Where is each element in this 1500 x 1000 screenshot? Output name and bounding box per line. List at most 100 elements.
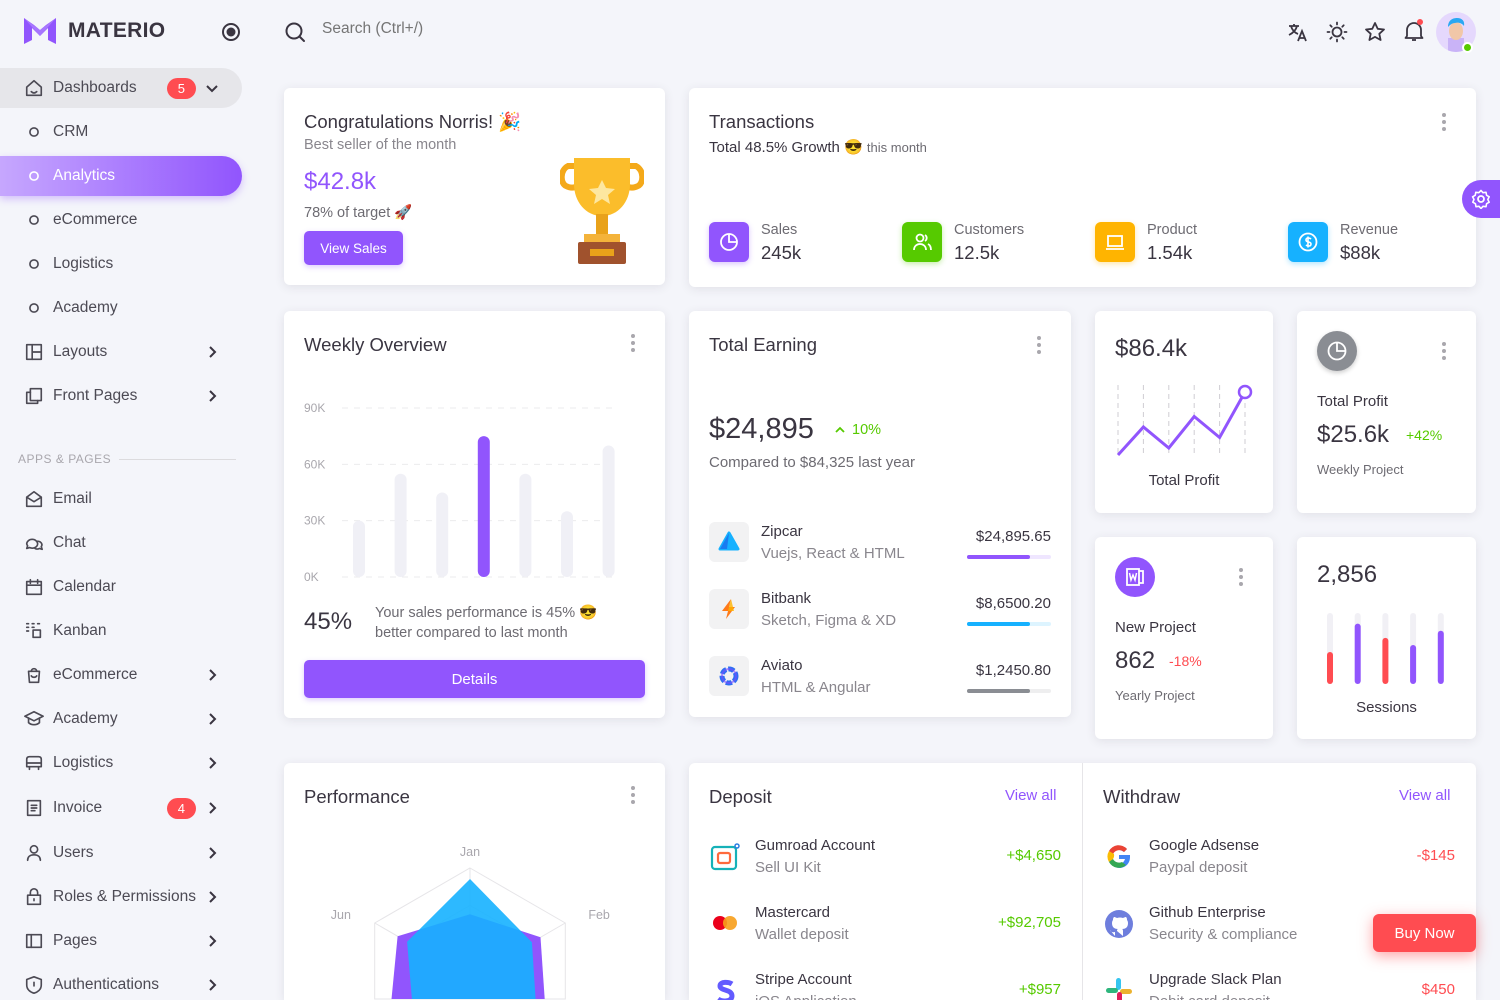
pie-chart-icon: [1317, 331, 1357, 371]
slack-logo-icon: [1103, 975, 1135, 1000]
count-badge: 5: [166, 77, 196, 99]
logo[interactable]: MATERIO: [24, 18, 165, 44]
lock-icon: [24, 887, 44, 907]
performance-menu-button[interactable]: [625, 783, 641, 807]
sidebar-item-pages[interactable]: Pages: [0, 921, 242, 961]
count-badge: 4: [166, 797, 196, 819]
total-profit-title: Total Profit: [1317, 393, 1388, 410]
gear-icon: [1471, 189, 1490, 209]
deposit-row: Mastercard Wallet deposit +$92,705: [709, 902, 1061, 948]
google-logo-icon: [1103, 841, 1135, 873]
sidebar-item-logistics[interactable]: Logistics: [0, 244, 242, 284]
chevron-right-icon: [204, 889, 224, 905]
sidebar-item-invoice[interactable]: Invoice 4: [0, 788, 242, 828]
sidebar-item-roles-permissions[interactable]: Roles & Permissions: [0, 877, 242, 917]
sidebar-item-academy[interactable]: Academy: [0, 699, 242, 739]
row-subtitle: Vuejs, React & HTML: [761, 545, 905, 562]
online-status-dot: [1462, 42, 1473, 53]
sidebar-item-academy[interactable]: Academy: [0, 288, 242, 328]
total-profit-menu-button[interactable]: [1436, 339, 1452, 363]
row-title: Gumroad Account: [755, 837, 876, 854]
chevron-right-icon: [204, 977, 224, 993]
bar: [561, 511, 573, 577]
bar: [353, 520, 365, 577]
row-amount: $1,2450.80: [975, 662, 1051, 679]
details-button[interactable]: Details: [304, 660, 645, 698]
search-icon[interactable]: [284, 21, 306, 43]
translate-icon[interactable]: [1287, 21, 1309, 43]
stat-product: Product 1.54k: [1095, 222, 1197, 264]
sidebar-item-ecommerce[interactable]: eCommerce: [0, 655, 242, 695]
stat-customers: Customers 12.5k: [902, 222, 1024, 264]
view-sales-button[interactable]: View Sales: [304, 231, 403, 265]
sidebar-item-crm[interactable]: CRM: [0, 112, 242, 152]
search-input[interactable]: [322, 20, 622, 38]
row-amount: $8,6500.20: [975, 595, 1051, 612]
sidebar-item-chat[interactable]: Chat: [0, 523, 242, 563]
sidebar-item-front-pages[interactable]: Front Pages: [0, 376, 242, 416]
sidebar-item-label: eCommerce: [53, 211, 138, 228]
withdraw-view-all-link[interactable]: View all: [1399, 787, 1451, 804]
sidebar-item-label: Analytics: [53, 167, 116, 184]
deposit-row: Stripe Account iOS Application +$957: [709, 969, 1061, 1000]
star-icon[interactable]: [1364, 21, 1386, 43]
total-earning-card: Total Earning $24,895 10% Compared to $8…: [689, 311, 1071, 717]
stripe-logo-icon: [709, 975, 741, 1000]
bar: [1437, 630, 1444, 684]
sidebar-item-logistics[interactable]: Logistics: [0, 743, 242, 783]
new-project-menu-button[interactable]: [1233, 565, 1249, 589]
mastercard-logo-icon: [709, 908, 741, 940]
kanban-icon: [24, 621, 44, 641]
circle-icon: [24, 166, 44, 186]
sidebar-item-analytics[interactable]: Analytics: [0, 156, 242, 196]
transactions-menu-button[interactable]: [1436, 110, 1452, 134]
profit-chart-amount: $86.4k: [1115, 335, 1188, 362]
sidebar-item-users[interactable]: Users: [0, 833, 242, 873]
app-name: MATERIO: [68, 19, 166, 42]
row-amount: -$145: [1416, 847, 1455, 864]
sidebar-item-email[interactable]: Email: [0, 479, 242, 519]
customizer-button[interactable]: [1462, 180, 1500, 218]
school-icon: [24, 709, 44, 729]
chat-icon: [24, 533, 44, 553]
invoice-icon: [24, 798, 44, 818]
sessions-label: Sessions: [1356, 699, 1417, 716]
sidebar-item-ecommerce[interactable]: eCommerce: [0, 200, 242, 240]
row-amount: +$957: [1018, 981, 1061, 998]
withdraw-row: Github Enterprise Security & compliance: [1103, 902, 1455, 948]
trophy-icon: [560, 158, 644, 264]
y-tick-label: 90K: [304, 401, 325, 415]
sidebar-item-layouts[interactable]: Layouts: [0, 332, 242, 372]
row-title: Google Adsense: [1149, 837, 1260, 854]
chevron-right-icon: [204, 845, 224, 861]
performance-card: Performance Jan Feb Jun: [284, 763, 665, 1000]
materio-logo-icon: [24, 18, 56, 44]
bar: [602, 445, 615, 577]
sidebar-item-authentications[interactable]: Authentications: [0, 970, 242, 1000]
buy-now-button[interactable]: Buy Now: [1373, 914, 1476, 952]
stat-value: 12.5k: [954, 242, 1000, 263]
row-amount: $24,895.65: [975, 528, 1051, 545]
stat-text: Sales 245k: [761, 222, 801, 264]
row-title: Bitbank: [761, 590, 812, 607]
deposit-withdraw-card: Deposit View all Withdraw View all Gumro…: [689, 763, 1476, 1000]
pie-icon: [709, 222, 749, 262]
sidebar-item-dashboards[interactable]: Dashboards 5: [0, 68, 242, 108]
sidebar-item-kanban[interactable]: Kanban: [0, 611, 242, 651]
sessions-card: 2,856 Sessions: [1297, 537, 1476, 739]
total-profit-amount: $25.6k: [1317, 421, 1390, 448]
row-subtitle: Sell UI Kit: [755, 859, 821, 876]
stat-label: Customers: [954, 222, 1025, 238]
sun-icon[interactable]: [1326, 21, 1348, 43]
bell-icon[interactable]: [1402, 19, 1426, 43]
sidebar-pin-toggle-icon[interactable]: [221, 22, 241, 42]
bar: [1410, 644, 1417, 684]
weekly-menu-button[interactable]: [625, 331, 641, 355]
sidebar-item-label: Logistics: [53, 754, 114, 771]
sidebar-item-calendar[interactable]: Calendar: [0, 567, 242, 607]
growth-suffix: this month: [866, 140, 927, 155]
progress-bar: [967, 689, 1051, 693]
deposit-view-all-link[interactable]: View all: [1005, 787, 1057, 804]
earning-compare: Compared to $84,325 last year: [709, 454, 915, 471]
earning-menu-button[interactable]: [1031, 333, 1047, 357]
